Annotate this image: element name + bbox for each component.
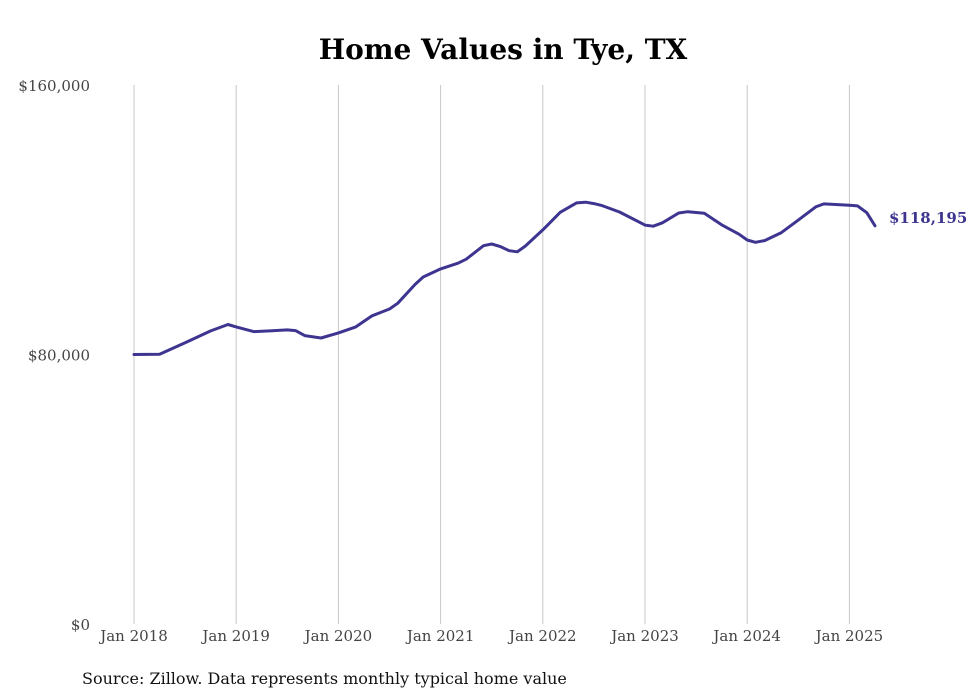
y-tick-label: $160,000	[18, 77, 90, 95]
end-value-label: $118,195	[889, 209, 967, 227]
series-line-home-value	[132, 200, 877, 356]
y-tick-label: $80,000	[28, 347, 90, 365]
x-tick-label: Jan 2019	[200, 627, 270, 645]
x-tick-label: Jan 2020	[303, 627, 373, 645]
x-tick-label: Jan 2021	[405, 627, 475, 645]
y-axis-ticks: $0 $80,000 $160,000	[18, 77, 90, 634]
x-tick-label: Jan 2018	[98, 627, 168, 645]
x-tick-label: Jan 2023	[609, 627, 679, 645]
x-tick-label: Jan 2025	[814, 627, 884, 645]
x-axis-ticks: Jan 2018 Jan 2019 Jan 2020 Jan 2021 Jan 2022…	[98, 627, 883, 645]
x-tick-label: Jan 2022	[507, 627, 577, 645]
x-tick-label: Jan 2024	[711, 627, 781, 645]
gridlines	[133, 85, 850, 624]
source-note: Source: Zillow. Data represents monthly …	[82, 669, 567, 688]
y-tick-label: $0	[71, 616, 90, 634]
chart-title: Home Values in Tye, TX	[319, 33, 688, 66]
